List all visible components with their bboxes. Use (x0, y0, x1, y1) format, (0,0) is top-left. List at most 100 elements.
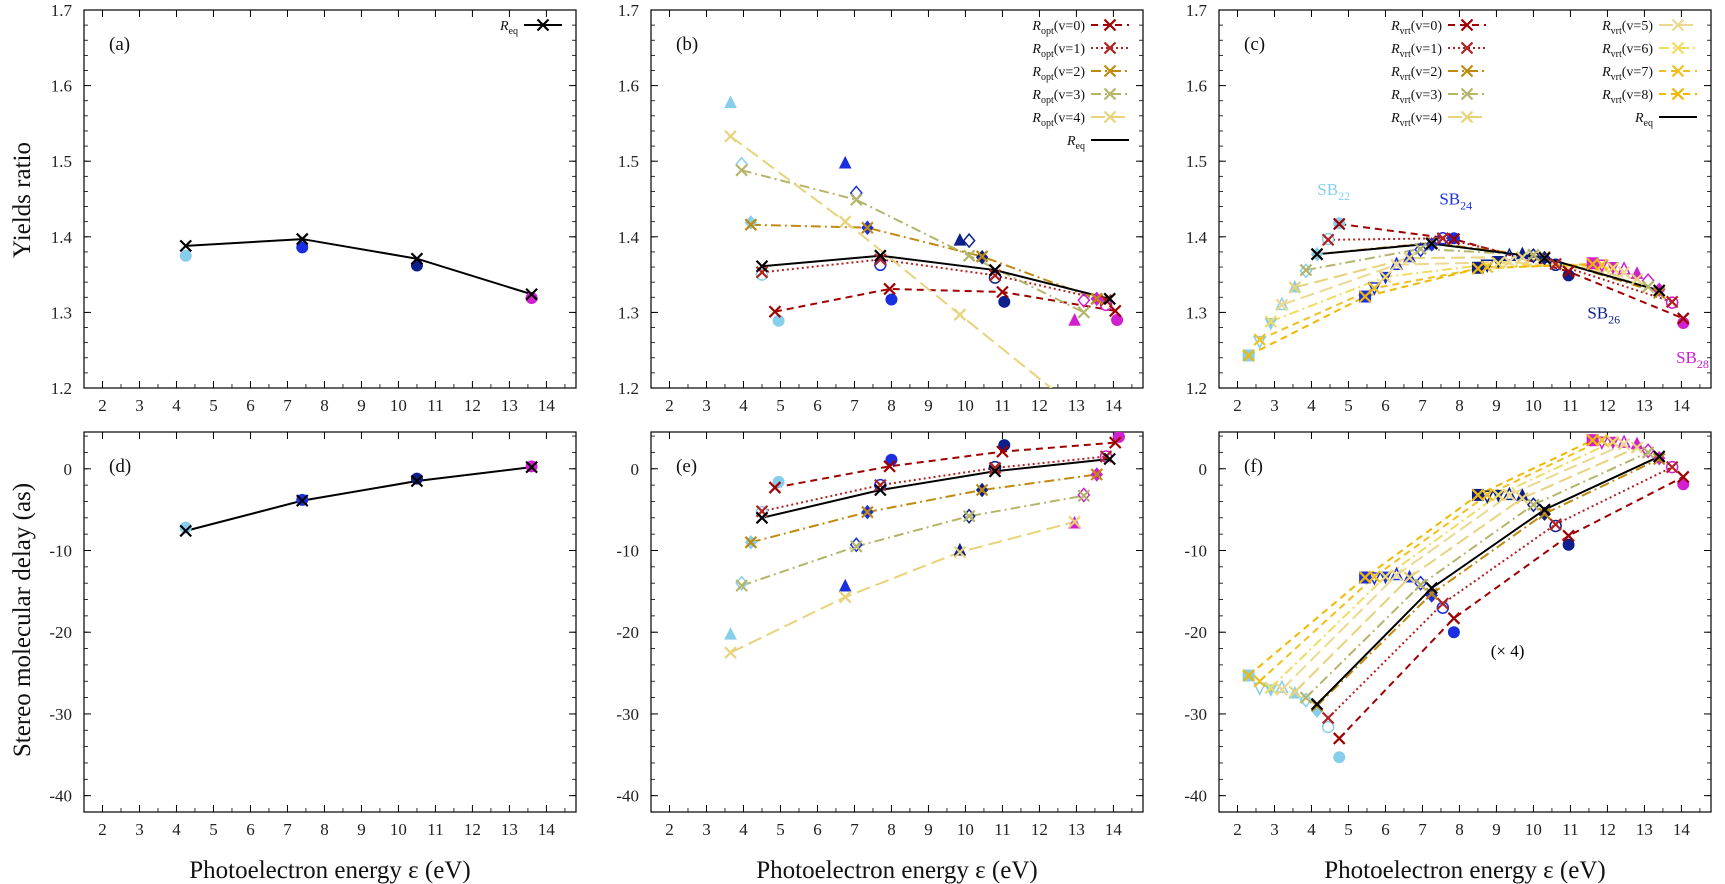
series-marker-v7 (1253, 333, 1266, 346)
x-tick-label: 9 (924, 820, 933, 839)
series-marker-v0 (768, 481, 782, 494)
panel-a: 2 3 4 5 6 7 8 9 10 11 12 13 14 1.2 1.3 1.4 1.5 1.6 1.7 (a) R… (51, 1, 577, 415)
x-tick-label: 8 (320, 820, 329, 839)
series-marker-v0 (1108, 304, 1122, 318)
series-marker-v0 (1332, 217, 1346, 231)
legend-label-tail: (v=4) (1411, 111, 1443, 126)
x-tick-label: 5 (1344, 396, 1353, 415)
series-line-v2 (750, 473, 1097, 544)
legend-label: Req (499, 19, 518, 37)
data-point-sb28 (1677, 478, 1690, 491)
legend-label-main: R (1031, 111, 1041, 126)
legend-label: Rvrt(v=2) (1390, 65, 1442, 83)
legend-label-subscript: vrt (1400, 95, 1411, 106)
y-tick-label: -20 (616, 623, 639, 642)
x-tick-label: 8 (887, 396, 896, 415)
y-tick-label: 1.3 (1186, 303, 1207, 322)
panel-label: (d) (109, 456, 131, 477)
panel-d: 2 3 4 5 6 7 8 9 10 11 12 13 14 -40 -30 -20 -10 0 (d) (49, 431, 577, 839)
series-marker-eq (1538, 503, 1551, 516)
legend-label-main: R (1601, 88, 1611, 103)
data-point-sb28 (525, 292, 538, 305)
y-tick-label: 1.4 (51, 228, 73, 247)
legend-label-subscript: opt (1041, 49, 1054, 60)
series-marker-v6 (1606, 435, 1620, 449)
legend: Req (499, 18, 562, 37)
data-point-sb26 (1549, 519, 1562, 533)
x-tick-label: 14 (1105, 396, 1123, 415)
x-tick-label: 13 (1068, 820, 1085, 839)
series-marker-eq (1652, 284, 1666, 297)
y-tick-label: 0 (1199, 460, 1208, 479)
x-tick-label: 7 (1418, 820, 1427, 839)
legend-label-subscript: vrt (1400, 49, 1411, 60)
y-tick-label: -20 (49, 623, 72, 642)
y-tick-label: -20 (1184, 623, 1207, 642)
legend-label-main: R (1390, 65, 1400, 80)
series-marker-v1 (874, 478, 887, 492)
series-marker-v3 (735, 579, 748, 592)
data-point-sb22 (724, 627, 737, 640)
series-line-v4 (1294, 446, 1638, 693)
series-line-eq (185, 238, 532, 296)
plot-frame (83, 9, 577, 389)
x-tick-label: 9 (357, 396, 366, 415)
y-tick-label: 1.6 (1186, 77, 1207, 96)
x-tick-label: 13 (501, 396, 518, 415)
x-tick-label: 3 (702, 820, 711, 839)
data-point-sb22 (1321, 232, 1335, 246)
series-marker-v0 (1447, 612, 1461, 625)
annotation-text: SB (1317, 180, 1338, 199)
y-tick-label: 1.4 (618, 228, 640, 247)
series-marker-v3 (850, 540, 863, 553)
legend-label: Ropt(v=4) (1031, 111, 1085, 129)
data-point-sb24 (296, 241, 309, 254)
legend-label-tail: (v=2) (1411, 65, 1443, 80)
data-point-sb22 (1299, 692, 1313, 708)
series-marker-v4 (724, 129, 737, 143)
x-tick-label: 2 (98, 396, 107, 415)
series-marker-v3 (1077, 306, 1091, 319)
data-point-sb24 (1414, 241, 1428, 258)
legend-label-tail: (v=1) (1411, 42, 1443, 57)
x-tick-label: 3 (135, 820, 144, 839)
series-marker-v0 (1676, 312, 1690, 325)
series-line-v5 (1281, 443, 1625, 691)
x-tick-label: 2 (1233, 396, 1242, 415)
y-tick-label: 1.5 (1186, 152, 1207, 171)
data-point-sb28 (1068, 313, 1081, 326)
x-tick-label: 2 (665, 396, 674, 415)
legend-label-tail: (v=3) (1411, 88, 1443, 103)
series-line-v2 (750, 223, 1098, 300)
series-marker-eq (295, 494, 309, 507)
x-tick-label: 4 (1307, 820, 1316, 839)
series-marker-v3 (1414, 578, 1427, 592)
data-point-sb24 (838, 155, 852, 169)
y-tick-label: 1.2 (618, 379, 639, 398)
legend-label-main: R (1031, 65, 1041, 80)
data-point-sb28 (1595, 259, 1609, 273)
x-tick-label: 2 (665, 820, 674, 839)
data-point-sb22 (179, 521, 192, 534)
legend-label-tail: (v=6) (1622, 42, 1654, 57)
legend-label-main: R (1031, 19, 1041, 34)
series-marker-v6 (1264, 315, 1278, 328)
legend-marker-v2 (1103, 64, 1117, 78)
series-marker-v8 (1358, 571, 1372, 584)
series-line-v6 (1270, 262, 1614, 323)
series-marker-v5 (1617, 266, 1631, 279)
x-tick-label: 14 (1673, 396, 1691, 415)
data-point-sb22 (1321, 720, 1335, 734)
x-tick-label: 7 (283, 396, 292, 415)
y-tick-label: 1.2 (51, 379, 72, 398)
legend-marker-v2 (1460, 64, 1474, 78)
data-point-sb24 (885, 293, 898, 306)
series-marker-v0 (1332, 732, 1346, 745)
y-tick-label: 0 (64, 460, 73, 479)
legend-marker-v7 (1671, 64, 1685, 78)
series-marker-v4 (1630, 441, 1644, 454)
data-point-sb24 (1447, 626, 1460, 639)
series-line-eq (761, 457, 1110, 519)
series-marker-v2 (1310, 699, 1324, 713)
data-point-sb22 (179, 249, 192, 262)
